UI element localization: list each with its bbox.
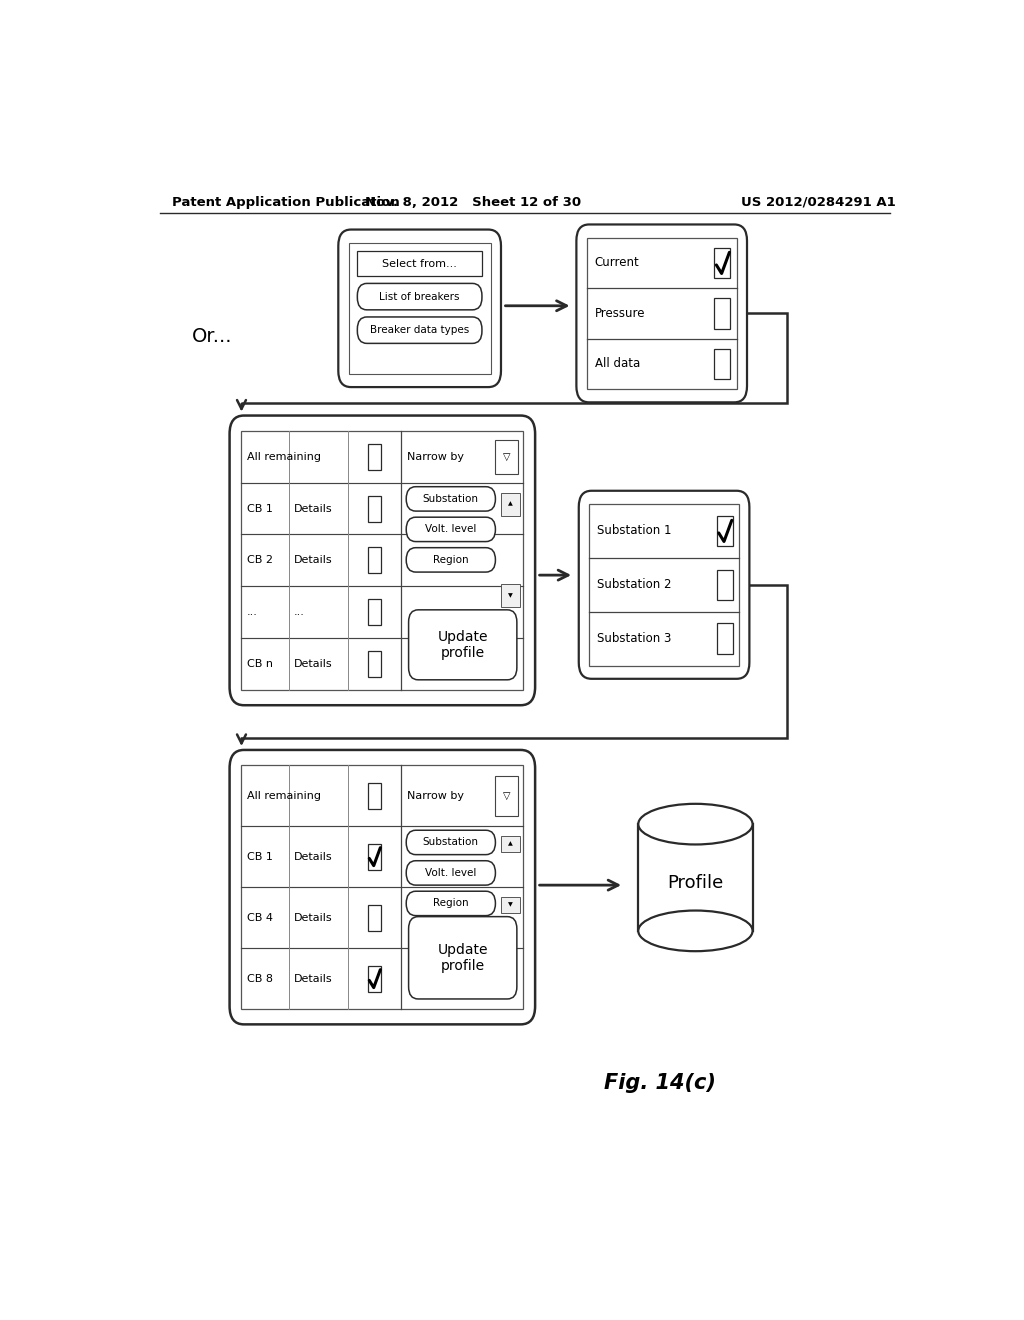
Text: Details: Details (294, 974, 333, 983)
Text: Substation 1: Substation 1 (597, 524, 672, 537)
FancyBboxPatch shape (242, 430, 523, 690)
Text: ▼: ▼ (508, 903, 513, 907)
Text: All remaining: All remaining (247, 791, 322, 801)
FancyBboxPatch shape (407, 830, 496, 854)
FancyBboxPatch shape (368, 966, 381, 991)
Text: Volt. level: Volt. level (425, 524, 476, 535)
Text: Details: Details (294, 556, 333, 565)
Text: Narrow by: Narrow by (407, 451, 464, 462)
Text: Select from...: Select from... (382, 259, 457, 268)
FancyBboxPatch shape (579, 491, 750, 678)
Text: Details: Details (294, 912, 333, 923)
Text: Details: Details (294, 851, 333, 862)
FancyBboxPatch shape (501, 585, 520, 607)
Text: ▽: ▽ (503, 791, 510, 801)
FancyBboxPatch shape (717, 569, 733, 601)
Text: Update
profile: Update profile (437, 630, 488, 660)
Text: Details: Details (294, 503, 333, 513)
FancyBboxPatch shape (368, 651, 381, 677)
Text: CB 8: CB 8 (247, 974, 273, 983)
FancyBboxPatch shape (715, 248, 730, 279)
FancyBboxPatch shape (495, 776, 518, 816)
Ellipse shape (638, 911, 753, 952)
FancyBboxPatch shape (717, 516, 733, 546)
Text: ▲: ▲ (508, 502, 513, 507)
Text: ▽: ▽ (503, 451, 510, 462)
FancyBboxPatch shape (229, 416, 536, 705)
Text: Substation 3: Substation 3 (597, 632, 672, 645)
Text: Substation 2: Substation 2 (597, 578, 672, 591)
Text: Fig. 14(c): Fig. 14(c) (604, 1073, 716, 1093)
FancyBboxPatch shape (368, 599, 381, 626)
Text: ▲: ▲ (508, 841, 513, 846)
Text: CB 4: CB 4 (247, 912, 273, 923)
Text: CB 1: CB 1 (247, 851, 273, 862)
Text: Region: Region (433, 899, 469, 908)
FancyBboxPatch shape (495, 440, 518, 474)
FancyBboxPatch shape (715, 298, 730, 329)
Text: US 2012/0284291 A1: US 2012/0284291 A1 (741, 195, 896, 209)
FancyBboxPatch shape (501, 898, 520, 912)
FancyBboxPatch shape (368, 843, 381, 870)
Text: Details: Details (294, 659, 333, 669)
FancyBboxPatch shape (357, 284, 482, 310)
FancyBboxPatch shape (587, 238, 736, 389)
FancyBboxPatch shape (501, 837, 520, 851)
Text: Narrow by: Narrow by (407, 791, 464, 801)
Text: Update
profile: Update profile (437, 942, 488, 973)
Text: Region: Region (433, 554, 469, 565)
Text: Volt. level: Volt. level (425, 869, 476, 878)
FancyBboxPatch shape (577, 224, 746, 403)
Text: CB 1: CB 1 (247, 503, 273, 513)
Text: Nov. 8, 2012   Sheet 12 of 30: Nov. 8, 2012 Sheet 12 of 30 (366, 195, 582, 209)
Text: Breaker data types: Breaker data types (370, 325, 469, 335)
Ellipse shape (640, 912, 751, 949)
FancyBboxPatch shape (409, 610, 517, 680)
FancyBboxPatch shape (589, 504, 739, 665)
Text: ▼: ▼ (508, 593, 513, 598)
Polygon shape (638, 824, 753, 931)
FancyBboxPatch shape (368, 444, 381, 470)
FancyBboxPatch shape (357, 317, 482, 343)
FancyBboxPatch shape (715, 348, 730, 379)
FancyBboxPatch shape (407, 487, 496, 511)
Text: Or...: Or... (191, 327, 232, 346)
FancyBboxPatch shape (338, 230, 501, 387)
FancyBboxPatch shape (717, 623, 733, 653)
Text: CB n: CB n (247, 659, 273, 669)
FancyBboxPatch shape (368, 495, 381, 521)
FancyBboxPatch shape (348, 243, 490, 374)
Text: Pressure: Pressure (595, 308, 645, 319)
Text: ...: ... (294, 607, 305, 618)
FancyBboxPatch shape (409, 916, 517, 999)
FancyBboxPatch shape (229, 750, 536, 1024)
FancyBboxPatch shape (407, 517, 496, 541)
Text: ...: ... (247, 607, 258, 618)
FancyBboxPatch shape (357, 251, 482, 276)
FancyBboxPatch shape (368, 548, 381, 573)
Ellipse shape (638, 804, 753, 845)
FancyBboxPatch shape (407, 548, 496, 572)
Text: All remaining: All remaining (247, 451, 322, 462)
Text: All data: All data (595, 358, 640, 371)
FancyBboxPatch shape (242, 766, 523, 1008)
FancyBboxPatch shape (407, 891, 496, 916)
Text: Substation: Substation (423, 837, 479, 847)
Text: Current: Current (595, 256, 639, 269)
Text: List of breakers: List of breakers (380, 292, 460, 302)
Text: Patent Application Publication: Patent Application Publication (172, 195, 399, 209)
Text: Profile: Profile (668, 874, 724, 892)
Text: Substation: Substation (423, 494, 479, 504)
FancyBboxPatch shape (501, 492, 520, 516)
FancyBboxPatch shape (368, 783, 381, 809)
FancyBboxPatch shape (407, 861, 496, 886)
FancyBboxPatch shape (368, 904, 381, 931)
Text: CB 2: CB 2 (247, 556, 273, 565)
